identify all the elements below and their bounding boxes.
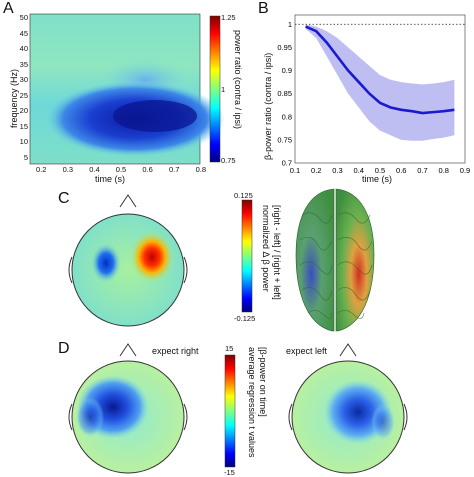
panel-a-ytick: 15	[19, 121, 28, 131]
panel-b-ytick: 0.8	[282, 112, 292, 121]
panel-d-left-topoplot	[68, 343, 188, 474]
panel-b-label: B	[258, 0, 269, 17]
panel-d-label: D	[58, 340, 70, 357]
panel-d-right-topoplot	[288, 343, 408, 474]
panel-b-xtick: 0.5	[375, 166, 385, 175]
panel-a-xtick: 0.5	[115, 165, 127, 174]
panel-a-xtick: 0.3	[62, 165, 74, 174]
panel-a-xticks: 0.2 0.3 0.4 0.5 0.6 0.7 0.8	[36, 165, 206, 174]
panel-b-xtick: 0.9	[460, 166, 470, 175]
panel-a-ytick: 25	[19, 90, 28, 100]
panel-d-colorbar	[224, 354, 236, 468]
panel-b-xtick: 0.3	[332, 166, 342, 175]
panel-a-xtick: 0.6	[142, 165, 153, 174]
panel-a-ytick: 50	[19, 13, 28, 22]
panel-a-cbar-tick-mid: 1	[221, 85, 226, 94]
panel-c-brain-render	[295, 188, 375, 332]
panel-c-colorbar	[241, 199, 253, 313]
panel-b-ylabel: β-power ratio (contra / ipsi)	[263, 52, 273, 160]
panel-a-xtick: 0.2	[36, 165, 47, 174]
panel-a-xtick: 0.7	[168, 165, 180, 174]
panel-b-ytick: 0.95	[277, 43, 292, 52]
panel-b-ytick: 0.85	[277, 89, 292, 98]
panel-b-line-chart: 0.1 0.2 0.3 0.4 0.5 0.6 0.7 0.8 0.9 1 0.95 0.9 0.85 0…	[277, 14, 470, 175]
panel-b-ytick: 0.9	[282, 66, 292, 75]
panel-c-topoplot	[68, 194, 188, 327]
panel-a-colorbar	[209, 15, 221, 163]
panel-a-ytick: 40	[19, 44, 28, 53]
panel-a-ytick: 5	[23, 152, 28, 162]
panel-b-xtick: 0.8	[439, 166, 449, 175]
panel-a-xtick: 0.4	[89, 165, 100, 174]
panel-a-cbar-tick-top: 1.25	[221, 13, 236, 22]
panel-b-ytick: 0.7	[282, 159, 292, 168]
panel-c-cbar-label-line1: normalized Δ β power	[261, 205, 271, 292]
panel-d-cbar-label-line1: average regression t values	[247, 347, 257, 458]
panel-b-xtick: 0.1	[290, 166, 300, 175]
panel-a-yticks: 50 45 40 35 30 25 20 15 10 5	[14, 10, 28, 165]
panel-a-ytick: 30	[19, 75, 28, 84]
panel-a-xlabel: time (s)	[95, 174, 125, 184]
panel-b-xlabel: time (s)	[362, 174, 392, 184]
panel-c-cbar-tick-bottom: -0.125	[234, 314, 256, 323]
panel-d-right-title: expect left	[286, 346, 328, 356]
panel-a-cbar-tick-bottom: 0.75	[221, 156, 236, 165]
panel-d-cbar-tick-bottom: -15	[224, 468, 235, 477]
panel-a-cbar-label: power ratio (contra / ipsi)	[233, 30, 243, 130]
panel-a-ytick: 45	[19, 28, 28, 38]
panel-c-label: C	[58, 190, 70, 207]
panel-b-xtick: 0.6	[396, 166, 406, 175]
panel-b-xtick: 0.4	[354, 166, 364, 175]
panel-a-label: A	[3, 0, 14, 17]
panel-b-ytick: 0.75	[277, 135, 292, 144]
panel-b-xtick: 0.7	[417, 166, 427, 175]
panel-b-xtick: 0.2	[311, 166, 321, 175]
panel-c-cbar-label-line2: [right - left] / [right + left]	[272, 205, 282, 300]
panel-d-cbar-label-line2: [β-power on time]	[258, 347, 268, 417]
panel-a-heatmap	[29, 13, 225, 165]
panel-a-ytick: 20	[19, 106, 28, 115]
panel-b-mean-line	[305, 25, 455, 115]
panel-d-cbar-tick-top: 15	[225, 344, 234, 353]
panel-d-left-title: expect right	[152, 346, 199, 356]
panel-a-xtick: 0.8	[195, 165, 206, 174]
panel-c-cbar-tick-top: 0.125	[234, 191, 253, 200]
panel-a-ytick: 10	[19, 137, 28, 146]
panel-b-ytick: 1	[288, 20, 292, 29]
panel-a-ytick: 35	[19, 59, 28, 69]
